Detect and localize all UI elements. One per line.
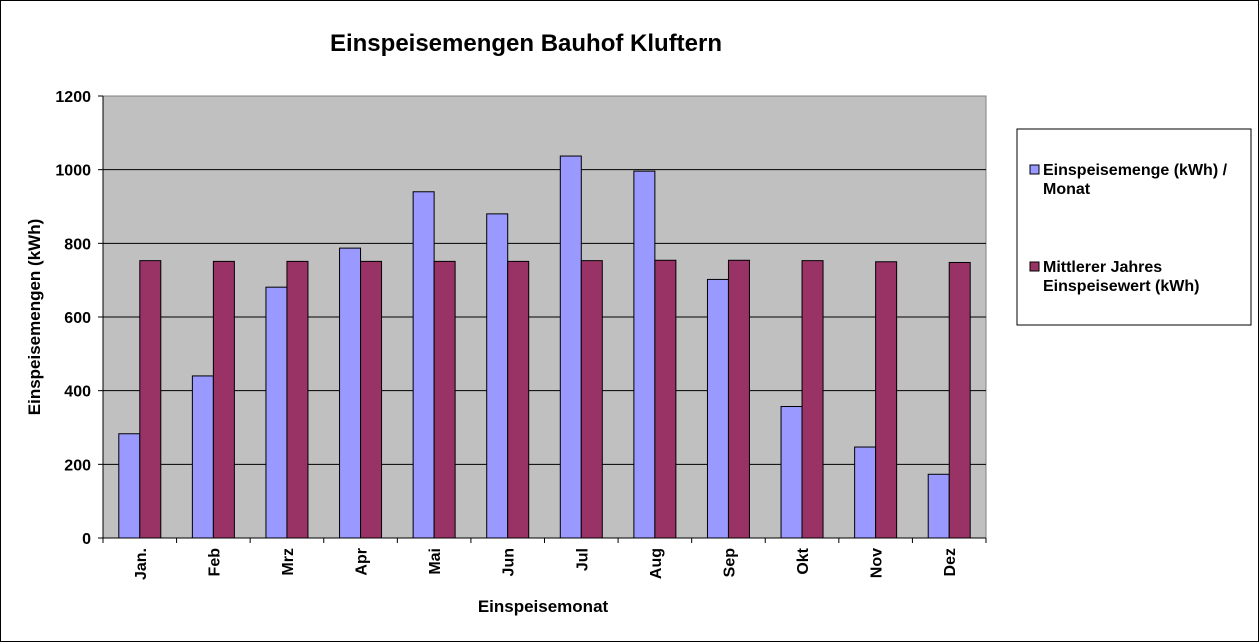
- bar-series-1-jul: [559, 155, 582, 539]
- legend-label-series-1: Einspeisemenge (kWh) / Monat: [1043, 162, 1232, 198]
- bar-series-1-jan: [118, 433, 141, 539]
- bars: [118, 155, 971, 539]
- x-tick-label: Apr: [354, 548, 371, 576]
- legend-label-series-1-line-2: Monat: [1043, 181, 1091, 198]
- y-tick-label: 1000: [55, 163, 91, 180]
- legend-swatch-series-1: [1029, 164, 1040, 175]
- y-tick-label: 0: [82, 531, 91, 548]
- bar-series-2-nov: [875, 261, 898, 539]
- x-tick-label: Dez: [942, 548, 959, 576]
- bar-series-2-jun: [507, 260, 530, 539]
- chart-title: Einspeisemengen Bauhof Kluftern: [330, 30, 722, 57]
- y-axis-title: Einspeisemengen (kWh): [25, 219, 44, 415]
- x-tick-label: Feb: [206, 548, 223, 577]
- y-tick-label: 400: [64, 384, 91, 401]
- bar-series-2-mai: [433, 260, 456, 539]
- x-tick-label: Mrz: [280, 548, 297, 576]
- bar-series-1-dez: [927, 473, 950, 539]
- x-tick-label: Okt: [795, 547, 812, 574]
- grid-lines: [98, 95, 986, 539]
- x-tick-label: Sep: [721, 548, 738, 578]
- bar-series-1-feb: [191, 375, 214, 539]
- bar-series-1-okt: [780, 406, 803, 539]
- bar-series-2-jan: [139, 260, 162, 539]
- y-tick-label: 800: [64, 236, 91, 253]
- legend-swatch-series-2: [1029, 261, 1040, 272]
- bar-series-2-apr: [360, 260, 383, 539]
- axes: [102, 96, 987, 543]
- legend-box: [1016, 128, 1252, 326]
- bar-series-2-sep: [727, 259, 750, 539]
- legend: Einspeisemenge (kWh) / Monat Mittlerer J…: [1016, 128, 1252, 326]
- x-tick-label: Nov: [869, 548, 886, 578]
- bar-series-2-okt: [801, 260, 824, 539]
- legend-label-series-1-line-1: Einspeisemenge (kWh) /: [1043, 162, 1228, 179]
- x-tick-labels: Jan. Feb Mrz Apr Mai Jun Jul Aug Sep Okt Nov Dez: [133, 547, 959, 580]
- x-tick-label: Jan.: [133, 548, 150, 580]
- legend-label-series-2-line-1: Mittlerer Jahres: [1043, 259, 1162, 276]
- bar-series-2-mrz: [286, 260, 309, 539]
- bar-series-2-feb: [212, 260, 235, 539]
- bar-series-1-mrz: [265, 286, 288, 539]
- bar-series-2-dez: [948, 261, 971, 539]
- bar-series-1-nov: [854, 446, 877, 539]
- x-tick-label: Mai: [427, 548, 444, 575]
- x-axis-title: Einspeisemonat: [478, 597, 609, 616]
- bar-series-1-sep: [706, 278, 729, 539]
- bar-series-1-aug: [633, 170, 656, 539]
- x-tick-label: Jul: [574, 548, 591, 571]
- legend-label-series-2-line-2: Einspeisewert (kWh): [1043, 278, 1199, 295]
- x-tick-label: Jun: [501, 548, 518, 576]
- bar-series-2-jul: [580, 260, 603, 539]
- y-tick-label: 1200: [55, 89, 91, 106]
- bar-series-1-apr: [339, 247, 362, 539]
- x-tick-label: Aug: [648, 548, 665, 579]
- y-tick-labels: 0 200 400 600 800 1000 1200: [55, 89, 91, 548]
- y-tick-label: 200: [64, 457, 91, 474]
- y-tick-label: 600: [64, 310, 91, 327]
- bar-series-1-jun: [486, 213, 509, 539]
- bar-series-2-aug: [654, 259, 677, 539]
- legend-label-series-2: Mittlerer Jahres Einspeisewert (kWh): [1043, 259, 1199, 295]
- bar-series-1-mai: [412, 191, 435, 539]
